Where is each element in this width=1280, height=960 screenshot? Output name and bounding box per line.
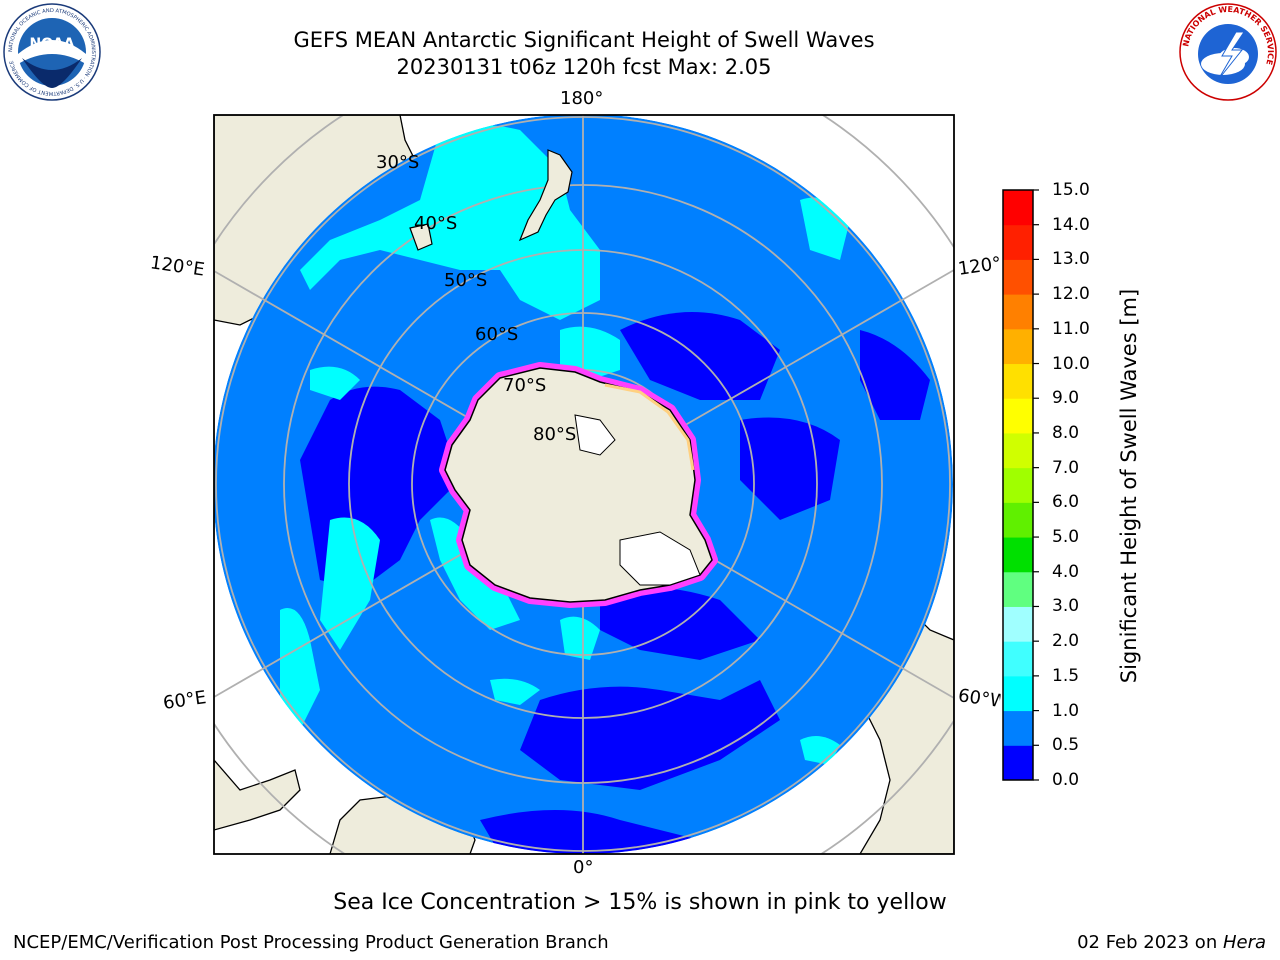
lat-label-60s: 60°S xyxy=(475,324,519,345)
colorbar-segment xyxy=(1003,502,1033,538)
chart-title: GEFS MEAN Antarctic Significant Height o… xyxy=(293,28,875,52)
lon-label-180: 180° xyxy=(560,88,604,109)
colorbar-tick-label: 13.0 xyxy=(1052,249,1090,270)
noaa-wordmark: NOAA xyxy=(30,36,75,52)
colorbar-tick-label: 1.0 xyxy=(1052,700,1080,721)
colorbar-tick-label: 0.0 xyxy=(1052,770,1080,790)
colorbar-segment xyxy=(1003,606,1033,642)
lat-label-30s: 30°S xyxy=(376,152,420,173)
colorbar-segment xyxy=(1003,363,1033,399)
colorbar-segment xyxy=(1003,641,1033,677)
colorbar-segment xyxy=(1003,710,1033,746)
antarctica xyxy=(439,362,718,608)
colorbar-segment xyxy=(1003,467,1033,503)
tasmania xyxy=(409,223,433,251)
colorbar-tick-label: 9.0 xyxy=(1052,388,1080,409)
colorbar-segment xyxy=(1003,675,1033,712)
graticule xyxy=(214,115,954,854)
new-zealand xyxy=(518,149,573,242)
colorbar-segment xyxy=(1003,571,1033,607)
colorbar-segment xyxy=(1003,745,1033,781)
caption: Sea Ice Concentration > 15% is shown in … xyxy=(333,890,947,915)
lon-label-0: 0° xyxy=(573,857,594,878)
colorbar-tick-label: 15.0 xyxy=(1052,180,1090,200)
colorbar-tick-label: 7.0 xyxy=(1052,457,1080,478)
colorbar-tick-label: 12.0 xyxy=(1052,284,1090,305)
lat-label-70s: 70°S xyxy=(503,375,547,396)
lat-label-40s: 40°S xyxy=(414,213,458,234)
colorbar-tick-label: 6.0 xyxy=(1052,492,1080,513)
lat-label-50s: 50°S xyxy=(444,270,488,291)
colorbar xyxy=(1002,189,1039,781)
nws-logo: NATIONAL WEATHER SERVICE xyxy=(1179,3,1277,101)
footer-machine: Hera xyxy=(1222,932,1266,953)
colorbar-tick-label: 2.0 xyxy=(1052,631,1080,652)
colorbar-title: Significant Height of Swell Waves [m] xyxy=(1117,288,1141,684)
colorbar-tick-label: 11.0 xyxy=(1052,318,1090,339)
colorbar-tick-label: 8.0 xyxy=(1052,422,1080,443)
colorbar-segment xyxy=(1003,190,1033,226)
colorbar-segment xyxy=(1003,259,1033,295)
colorbar-segment xyxy=(1003,537,1033,573)
swell-low-patches xyxy=(300,312,930,854)
colorbar-frame xyxy=(1002,189,1034,781)
noaa-logo: NATIONAL OCEANIC AND ATMOSPHERIC ADMINIS… xyxy=(3,3,101,101)
lat-label-80s: 80°S xyxy=(533,424,577,445)
map-frame xyxy=(213,114,955,855)
colorbar-segment xyxy=(1003,294,1033,330)
colorbar-tick-label: 14.0 xyxy=(1052,214,1090,235)
footer-date: 02 Feb 2023 on Hera xyxy=(1077,932,1266,953)
colorbar-tick-label: 0.5 xyxy=(1052,735,1080,756)
chart-subtitle: 20230131 t06z 120h fcst Max: 2.05 xyxy=(396,55,772,79)
colorbar-tick-label: 3.0 xyxy=(1052,596,1080,617)
colorbar-tick-label: 4.0 xyxy=(1052,561,1080,582)
colorbar-segment xyxy=(1003,432,1033,469)
colorbar-tick-label: 1.5 xyxy=(1052,665,1080,686)
colorbar-segment xyxy=(1003,224,1033,260)
footer-org: NCEP/EMC/Verification Post Processing Pr… xyxy=(13,932,609,953)
colorbar-tick-label: 10.0 xyxy=(1052,353,1090,374)
colorbar-segment xyxy=(1003,398,1033,434)
colorbar-segment xyxy=(1003,328,1033,365)
colorbar-tick-label: 5.0 xyxy=(1052,527,1080,548)
footer-date-text: 02 Feb 2023 on xyxy=(1077,932,1223,953)
